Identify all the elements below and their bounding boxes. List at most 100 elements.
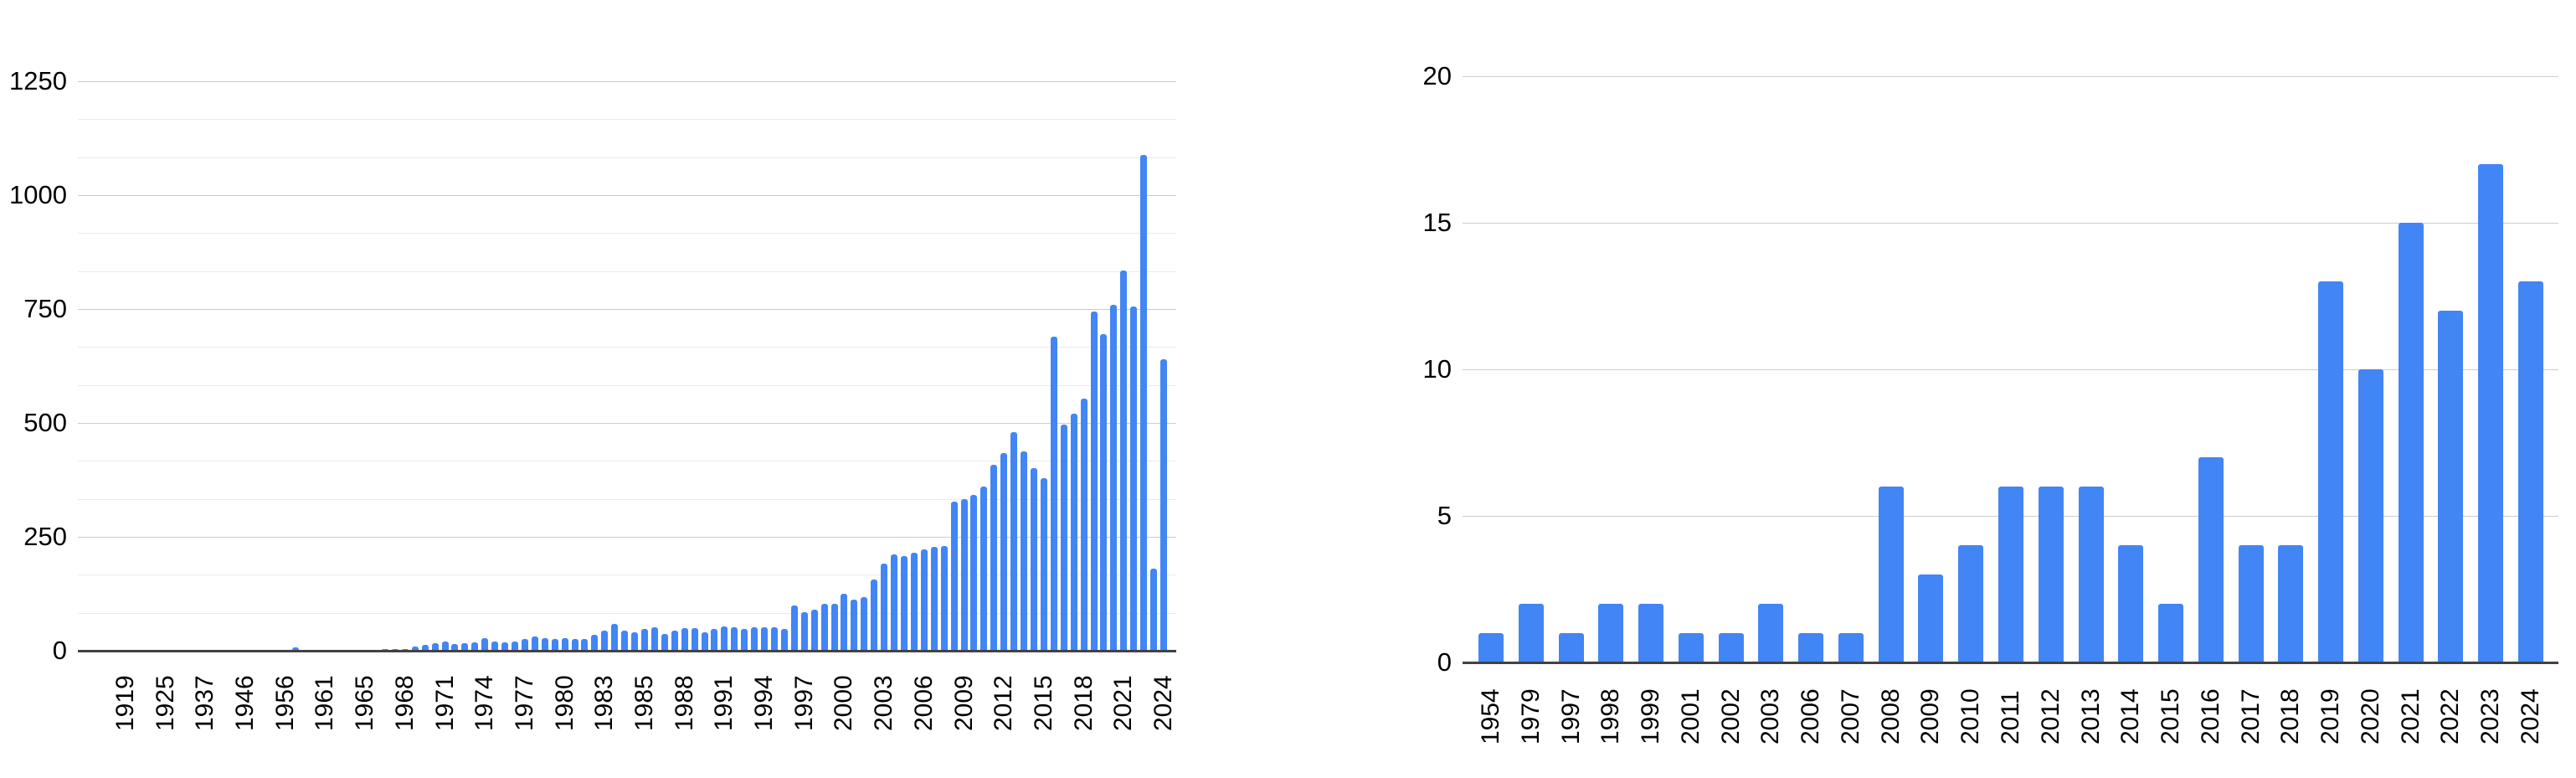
bar[interactable] <box>2079 487 2104 662</box>
bar[interactable] <box>970 495 977 651</box>
bar[interactable] <box>442 641 449 651</box>
bar[interactable] <box>891 554 897 651</box>
bar[interactable] <box>711 629 717 651</box>
bar[interactable] <box>581 639 588 651</box>
bar[interactable] <box>2198 457 2224 662</box>
bar[interactable] <box>791 605 798 651</box>
bar[interactable] <box>422 645 429 651</box>
bar[interactable] <box>1051 337 1057 651</box>
bar[interactable] <box>811 610 818 651</box>
bar[interactable] <box>1758 604 1783 662</box>
bar[interactable] <box>1160 359 1167 651</box>
bar[interactable] <box>1519 604 1544 662</box>
bar[interactable] <box>1150 569 1157 651</box>
bar[interactable] <box>871 580 877 651</box>
bar[interactable] <box>2158 604 2183 662</box>
bar[interactable] <box>692 628 698 651</box>
bar[interactable] <box>532 636 538 651</box>
bar[interactable] <box>481 638 488 651</box>
bar[interactable] <box>980 487 987 651</box>
bar[interactable] <box>1061 425 1067 651</box>
bar[interactable] <box>601 631 608 651</box>
bar[interactable] <box>1879 487 1904 662</box>
bar[interactable] <box>2239 545 2264 662</box>
bar[interactable] <box>542 638 548 651</box>
bar[interactable] <box>2278 545 2303 662</box>
bar[interactable] <box>931 547 938 651</box>
bar[interactable] <box>512 641 518 651</box>
bar[interactable] <box>751 627 758 651</box>
bar[interactable] <box>491 641 498 651</box>
bar[interactable] <box>681 628 688 651</box>
bar[interactable] <box>412 647 419 651</box>
bar[interactable] <box>461 643 468 651</box>
bar[interactable] <box>1021 451 1027 651</box>
bar[interactable] <box>2039 487 2064 662</box>
bar[interactable] <box>1081 399 1087 651</box>
bar[interactable] <box>821 604 828 651</box>
bar[interactable] <box>2478 164 2503 662</box>
bar[interactable] <box>801 612 808 651</box>
bar[interactable] <box>522 639 528 651</box>
bar[interactable] <box>1010 432 1017 651</box>
bar[interactable] <box>1798 633 1823 662</box>
bar[interactable] <box>562 638 568 651</box>
bar[interactable] <box>292 647 299 651</box>
bar[interactable] <box>1130 307 1137 651</box>
bar[interactable] <box>552 639 558 651</box>
bar[interactable] <box>1071 414 1077 651</box>
bar[interactable] <box>1140 155 1147 651</box>
right-bar-chart[interactable]: 0 5 10 15 20 1954 1979 1997 1998 1999 2001 2002 2003… <box>1289 0 2576 778</box>
bar[interactable] <box>1598 604 1623 662</box>
bar[interactable] <box>1838 633 1864 662</box>
bar[interactable] <box>572 639 578 651</box>
bar[interactable] <box>851 600 857 651</box>
bar[interactable] <box>721 626 728 651</box>
bar[interactable] <box>1000 453 1007 651</box>
bar[interactable] <box>881 564 887 651</box>
bar[interactable] <box>471 642 478 651</box>
bar[interactable] <box>1478 633 1504 662</box>
bar[interactable] <box>671 631 678 651</box>
bar[interactable] <box>1031 468 1037 651</box>
bar[interactable] <box>1638 604 1663 662</box>
bar[interactable] <box>451 644 458 651</box>
bar[interactable] <box>1559 633 1584 662</box>
bar[interactable] <box>951 502 958 651</box>
bar[interactable] <box>501 642 508 651</box>
bar[interactable] <box>2438 311 2463 662</box>
bar[interactable] <box>2518 281 2543 662</box>
bar[interactable] <box>621 631 628 651</box>
bar[interactable] <box>432 643 439 651</box>
bar[interactable] <box>1998 487 2023 662</box>
left-bar-chart[interactable]: 0 250 500 750 1000 1250 1919 1925 1937 1946 1956 19… <box>0 0 1289 778</box>
bar[interactable] <box>741 629 748 651</box>
bar[interactable] <box>921 549 928 651</box>
bar[interactable] <box>591 635 598 651</box>
bar[interactable] <box>1120 270 1127 651</box>
bar[interactable] <box>911 553 918 651</box>
bar[interactable] <box>631 632 638 651</box>
bar[interactable] <box>1110 305 1117 651</box>
bar[interactable] <box>702 632 708 651</box>
bar[interactable] <box>1091 312 1098 651</box>
bar[interactable] <box>1719 633 1744 662</box>
bar[interactable] <box>1100 334 1107 651</box>
bar[interactable] <box>651 627 658 651</box>
bar[interactable] <box>831 604 838 651</box>
bar[interactable] <box>990 465 997 651</box>
bar[interactable] <box>1679 633 1704 662</box>
bar[interactable] <box>1918 574 1943 662</box>
bar[interactable] <box>961 499 968 651</box>
bar[interactable] <box>761 627 768 651</box>
bar[interactable] <box>901 556 908 651</box>
bar[interactable] <box>641 629 648 651</box>
bar[interactable] <box>1041 478 1047 651</box>
bar[interactable] <box>611 624 618 651</box>
bar[interactable] <box>2118 545 2143 662</box>
bar[interactable] <box>841 594 847 651</box>
bar[interactable] <box>861 597 867 651</box>
bar[interactable] <box>2358 369 2383 662</box>
bar[interactable] <box>2318 281 2343 662</box>
bar[interactable] <box>781 629 788 651</box>
